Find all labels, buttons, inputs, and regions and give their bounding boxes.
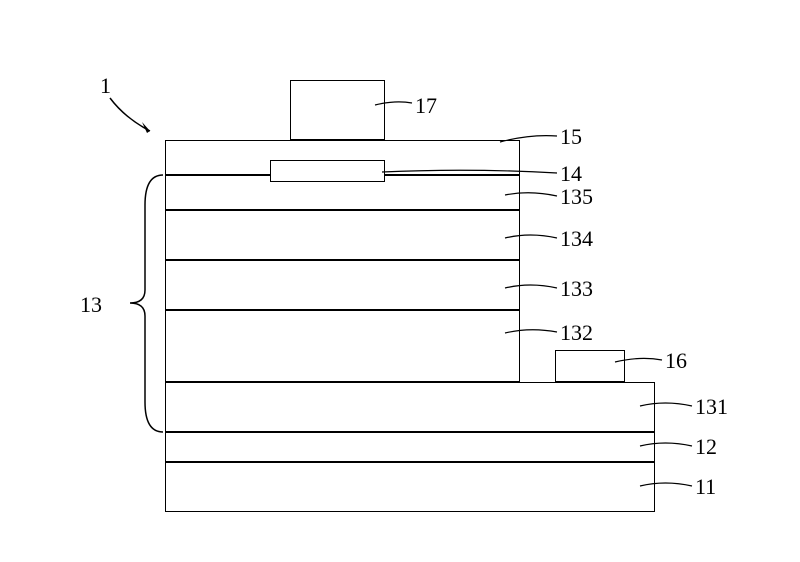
label-17: 17 [415,93,437,119]
label-12: 12 [695,434,717,460]
label-16: 16 [665,348,687,374]
leaders [0,0,800,562]
label-15: 15 [560,124,582,150]
label-13: 13 [80,292,102,318]
label-134: 134 [560,226,593,252]
label-11: 11 [695,474,716,500]
label-135: 135 [560,184,593,210]
label-131: 131 [695,394,728,420]
diagram-root: 1 17 15 14 135 134 133 132 16 131 12 11 … [0,0,800,562]
label-132: 132 [560,320,593,346]
label-133: 133 [560,276,593,302]
